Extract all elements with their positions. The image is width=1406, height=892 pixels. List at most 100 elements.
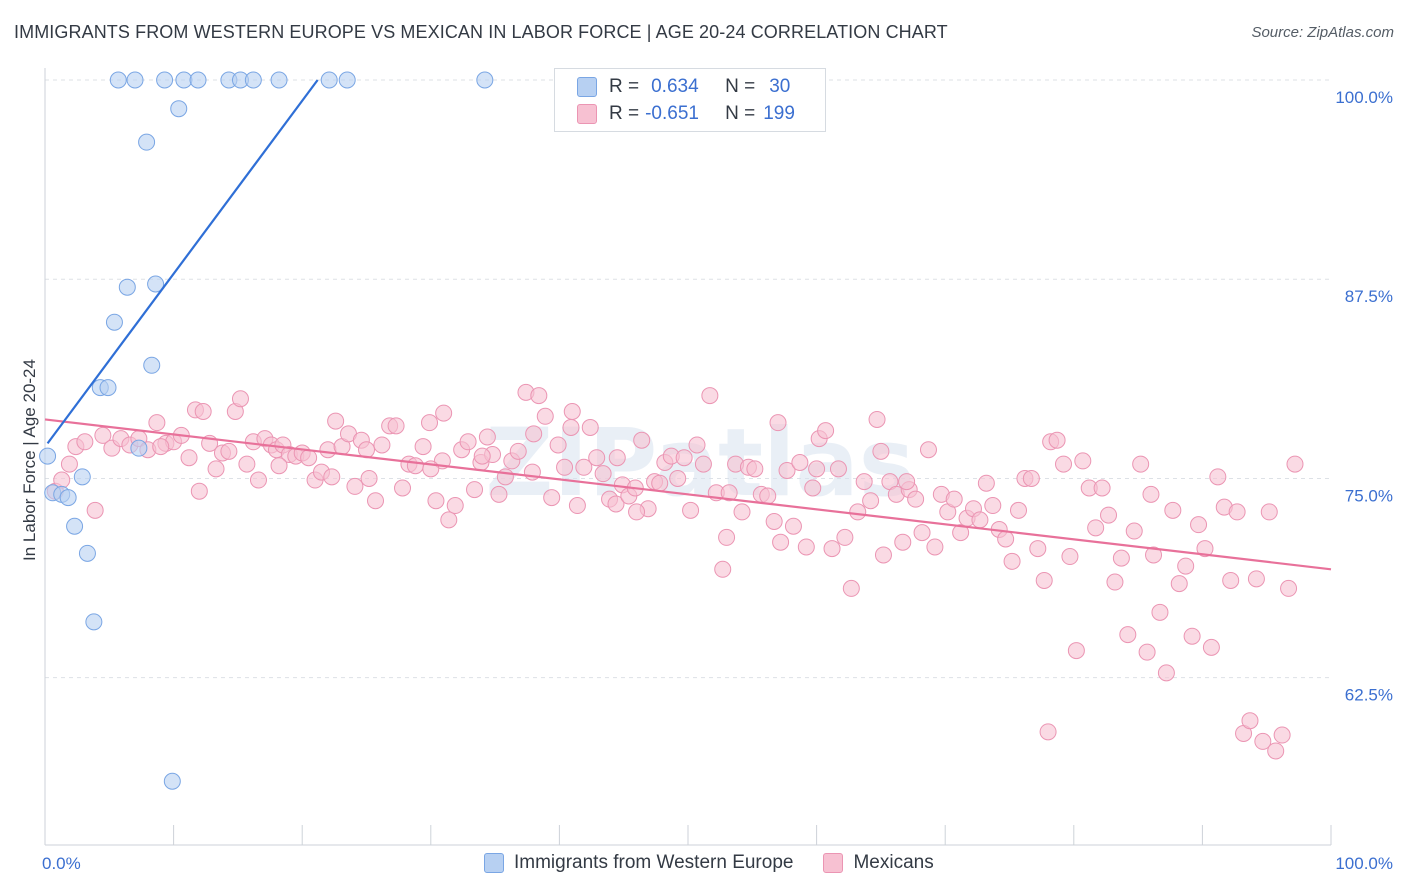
mexican-point: [1112, 549, 1130, 567]
mexican-point: [525, 425, 543, 443]
mexican-point: [907, 490, 925, 508]
mexican-point: [346, 477, 364, 495]
mexican-point: [1087, 519, 1105, 537]
mexican-point: [536, 407, 554, 425]
mexican-point: [720, 484, 738, 502]
mexican-point: [190, 482, 208, 500]
mexican-point: [1247, 570, 1265, 588]
mexican-point: [238, 455, 256, 473]
mexican-point: [490, 485, 508, 503]
mexican-point: [1055, 455, 1073, 473]
mexican-point: [1157, 664, 1175, 682]
western-europe-point: [105, 313, 123, 331]
mexican-point: [1048, 431, 1066, 449]
western-europe-point: [147, 275, 165, 293]
mexican-point: [971, 511, 989, 529]
western-europe-point: [189, 71, 207, 89]
mexican-point: [829, 460, 847, 478]
western-europe-point: [126, 71, 144, 89]
mexican-point: [765, 512, 783, 530]
mexican-point: [607, 495, 625, 513]
mexican-point: [694, 455, 712, 473]
x-tick-label: 0.0%: [42, 854, 81, 873]
mexican-point: [633, 431, 651, 449]
mexican-point: [575, 458, 593, 476]
r-value: 0.634: [651, 76, 699, 97]
mexican-point: [220, 442, 238, 460]
mexican-point: [394, 479, 412, 497]
western-europe-point: [156, 71, 174, 89]
y-tick-label: 75.0%: [1345, 486, 1393, 505]
mexican-point: [300, 449, 318, 467]
mexican-point: [194, 403, 212, 420]
mexican-point: [568, 497, 586, 515]
mexican-point: [446, 497, 464, 515]
mexican-point: [898, 473, 916, 491]
mexican-point: [148, 414, 166, 432]
mexican-point: [1142, 485, 1160, 503]
mexican-point: [440, 511, 458, 529]
mexican-point: [60, 455, 78, 473]
mexican-point: [804, 479, 822, 497]
mexican-point: [459, 433, 477, 451]
mexican-point: [688, 436, 706, 454]
mexican-point: [823, 540, 841, 558]
mexican-point: [1029, 540, 1047, 558]
mexican-point: [682, 501, 700, 519]
mexican-point: [836, 528, 854, 546]
mexican-point: [94, 426, 112, 444]
mexican-point: [894, 533, 912, 551]
western-europe-point: [39, 447, 57, 465]
blue-swatch-icon: [484, 853, 504, 873]
mexican-point: [1254, 732, 1272, 750]
pink-swatch-icon: [823, 853, 844, 873]
western-europe-point: [320, 71, 338, 89]
mexican-point: [556, 458, 574, 476]
mexican-point: [270, 457, 288, 475]
mexican-point: [509, 442, 527, 460]
mexican-point: [530, 387, 548, 405]
mexican-point: [746, 460, 764, 478]
mexican-point: [872, 442, 890, 460]
mexican-point: [849, 503, 867, 521]
mexican-point: [387, 417, 405, 435]
mexican-point: [1138, 643, 1156, 661]
mexican-point: [543, 489, 561, 507]
mexican-point: [1222, 571, 1240, 589]
western-europe-point: [66, 517, 84, 535]
western-europe-point: [175, 71, 193, 89]
stats-legend: R = 0.634 N = 30 R = -0.651 N = 199: [554, 68, 826, 132]
mexican-point: [562, 418, 580, 436]
mexican-point: [1132, 455, 1150, 473]
mexican-point: [406, 457, 424, 475]
legend-row-western-europe: R = 0.634 N = 30: [577, 74, 790, 100]
western-europe-point: [476, 71, 494, 89]
western-europe-point: [118, 278, 136, 296]
mexican-point: [913, 524, 931, 542]
mexican-point: [608, 449, 626, 467]
mexican-point: [1151, 603, 1169, 621]
mexican-point: [249, 471, 267, 489]
chart-title: IMMIGRANTS FROM WESTERN EUROPE VS MEXICA…: [14, 22, 948, 42]
mexican-point: [207, 460, 225, 478]
mexican-point: [651, 474, 669, 492]
mexican-point: [1260, 503, 1278, 521]
western-europe-point: [59, 489, 77, 507]
blue-swatch-icon: [577, 77, 597, 97]
mexican-point: [435, 404, 453, 422]
mexican-point: [714, 560, 732, 578]
mexican-point: [367, 492, 385, 510]
mexican-point: [360, 469, 378, 487]
mexican-point: [1183, 627, 1201, 645]
y-tick-label: 87.5%: [1345, 287, 1393, 306]
mexican-point: [984, 497, 1002, 515]
mexican-point: [772, 533, 790, 551]
mexican-point: [868, 410, 886, 428]
mexican-point: [1061, 548, 1079, 566]
western-europe-point: [163, 772, 181, 790]
mexican-point: [1010, 501, 1028, 519]
mexican-point: [588, 449, 606, 467]
mexican-point: [323, 468, 341, 486]
western-europe-point: [85, 613, 103, 631]
mexican-point: [327, 412, 345, 430]
